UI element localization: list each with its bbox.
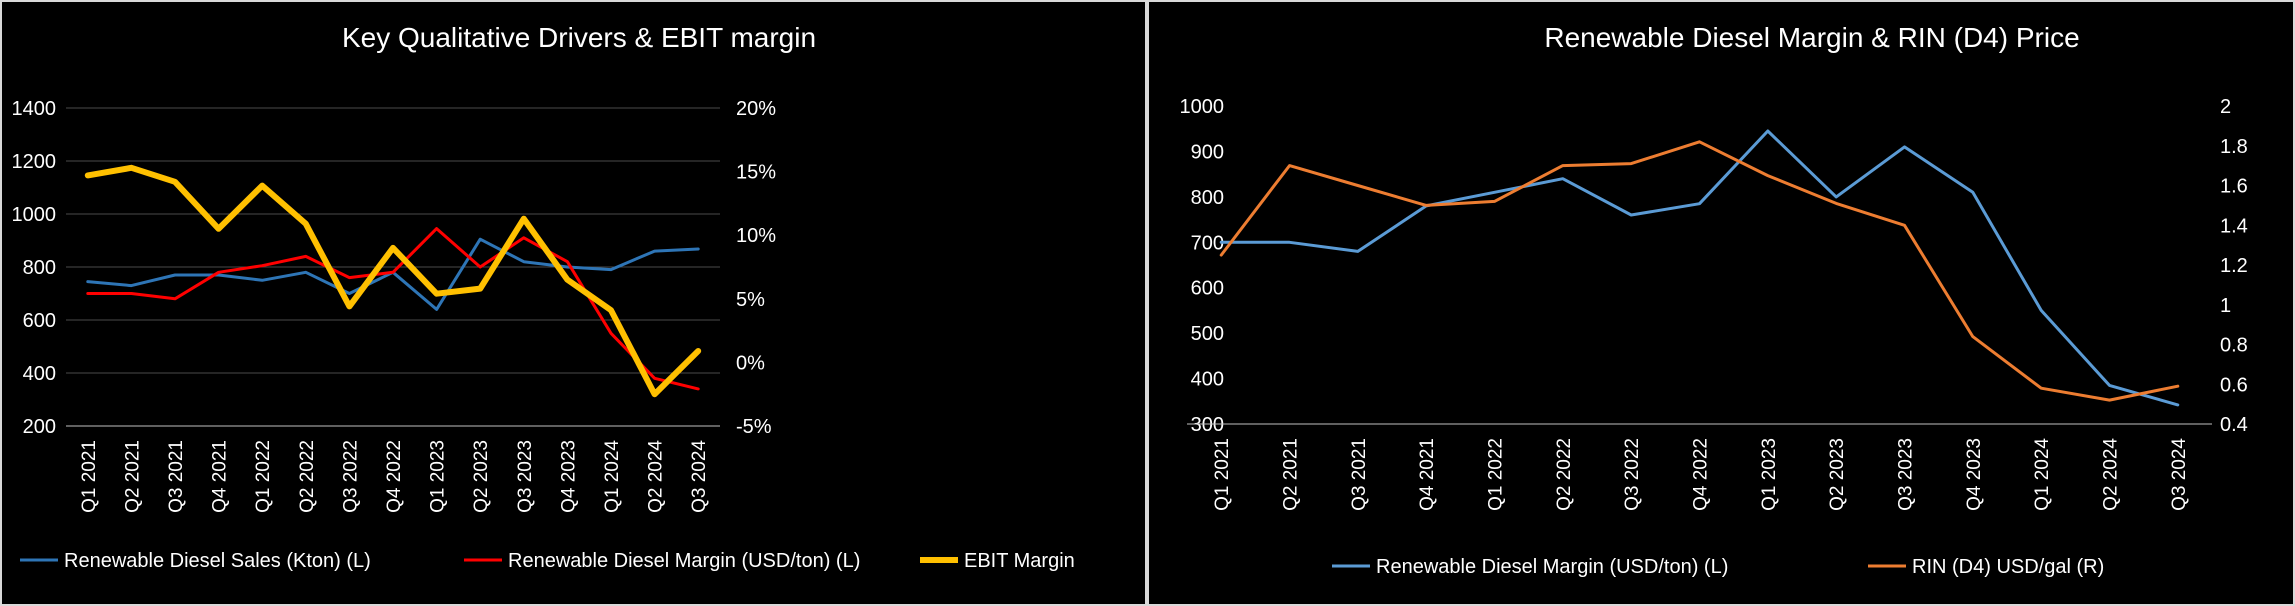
y-right-tick-label: 1.2 [2220, 255, 2248, 277]
x-tick-label: Q3 2022 [340, 440, 361, 513]
legend-label: EBIT Margin [964, 550, 1075, 572]
legend-label: Renewable Diesel Margin (USD/ton) (L) [508, 550, 860, 572]
x-tick-label: Q1 2024 [602, 440, 623, 513]
x-tick-label: Q2 2023 [1827, 438, 1848, 511]
x-tick-label: Q2 2022 [297, 440, 318, 513]
x-tick-label: Q4 2023 [1964, 438, 1985, 511]
y-right-tick-label: 0% [736, 352, 765, 374]
legend-label: RIN (D4) USD/gal (R) [1912, 556, 2104, 578]
x-tick-label: Q4 2023 [558, 440, 579, 513]
y-right-tick-label: 0.8 [2220, 335, 2248, 357]
y-right-tick-label: -5% [736, 416, 772, 438]
x-tick-label: Q3 2023 [515, 440, 536, 513]
chart-title: Renewable Diesel Margin & RIN (D4) Price [1544, 22, 2079, 53]
x-tick-label: Q3 2024 [2169, 438, 2190, 511]
y-left-tick-label: 400 [23, 363, 56, 385]
x-tick-label: Q4 2022 [384, 440, 405, 513]
series-line-1 [1219, 129, 2180, 407]
x-tick-label: Q3 2023 [1896, 438, 1917, 511]
y-left-tick-label: 900 [1191, 141, 1224, 163]
x-tick-label: Q4 2021 [210, 440, 231, 513]
x-tick-label: Q1 2024 [2032, 438, 2053, 511]
y-right-tick-label: 2 [2220, 96, 2231, 118]
y-right-tick-label: 1.8 [2220, 136, 2248, 158]
x-tick-label: Q3 2022 [1622, 438, 1643, 511]
y-left-tick-label: 200 [23, 416, 56, 438]
chart-left: Key Qualitative Drivers & EBIT margin 200… [12, 22, 1075, 572]
y-right-tick-label: 1.4 [2220, 215, 2248, 237]
chart-panel-left: Key Qualitative Drivers & EBIT margin 200… [0, 0, 1147, 606]
y-left-tick-label: 1200 [12, 151, 57, 173]
x-tick-label: Q2 2021 [1281, 438, 1302, 511]
y-left-tick-label: 600 [23, 310, 56, 332]
y-right-tick-label: 0.6 [2220, 374, 2248, 396]
x-tick-label: Q1 2022 [1486, 438, 1507, 511]
x-tick-label: Q3 2021 [1349, 438, 1370, 511]
y-right-tick-label: 15% [736, 162, 776, 184]
y-left-tick-label: 1000 [12, 204, 57, 226]
x-tick-label: Q4 2021 [1417, 438, 1438, 511]
y-right-tick-label: 20% [736, 98, 776, 120]
chart-right: Renewable Diesel Margin & RIN (D4) Price… [1180, 22, 2248, 578]
y-left-tick-label: 1000 [1180, 96, 1225, 118]
x-tick-label: Q2 2023 [471, 440, 492, 513]
x-tick-label: Q3 2021 [166, 440, 187, 513]
y-left-tick-label: 300 [1191, 414, 1224, 436]
y-left-tick-label: 1400 [12, 98, 57, 120]
chart-panel-right: Renewable Diesel Margin & RIN (D4) Price… [1147, 0, 2295, 606]
y-left-tick-label: 400 [1191, 369, 1224, 391]
y-left-tick-label: 800 [23, 257, 56, 279]
x-tick-label: Q3 2024 [689, 440, 710, 513]
x-tick-label: Q2 2024 [646, 440, 667, 513]
x-tick-label: Q2 2022 [1554, 438, 1575, 511]
x-tick-label: Q1 2023 [1759, 438, 1780, 511]
x-tick-label: Q2 2021 [122, 440, 143, 513]
y-right-tick-label: 1.6 [2220, 176, 2248, 198]
y-left-tick-label: 500 [1191, 323, 1224, 345]
y-left-tick-label: 800 [1191, 187, 1224, 209]
x-tick-label: Q1 2022 [253, 440, 274, 513]
series-line-2 [1219, 140, 2180, 402]
chart-title: Key Qualitative Drivers & EBIT margin [342, 22, 816, 53]
series-line-3 [84, 164, 702, 398]
legend-label: Renewable Diesel Margin (USD/ton) (L) [1376, 556, 1728, 578]
y-right-tick-label: 1 [2220, 295, 2231, 317]
y-left-tick-label: 700 [1191, 232, 1224, 254]
x-tick-label: Q4 2022 [1691, 438, 1712, 511]
y-right-tick-label: 10% [736, 225, 776, 247]
x-tick-label: Q1 2021 [1212, 438, 1233, 511]
y-right-tick-label: 5% [736, 289, 765, 311]
y-right-tick-label: 0.4 [2220, 414, 2248, 436]
y-left-tick-label: 600 [1191, 278, 1224, 300]
legend-label: Renewable Diesel Sales (Kton) (L) [64, 550, 371, 572]
x-tick-label: Q2 2024 [2101, 438, 2122, 511]
x-tick-label: Q1 2021 [79, 440, 100, 513]
x-tick-label: Q1 2023 [428, 440, 449, 513]
